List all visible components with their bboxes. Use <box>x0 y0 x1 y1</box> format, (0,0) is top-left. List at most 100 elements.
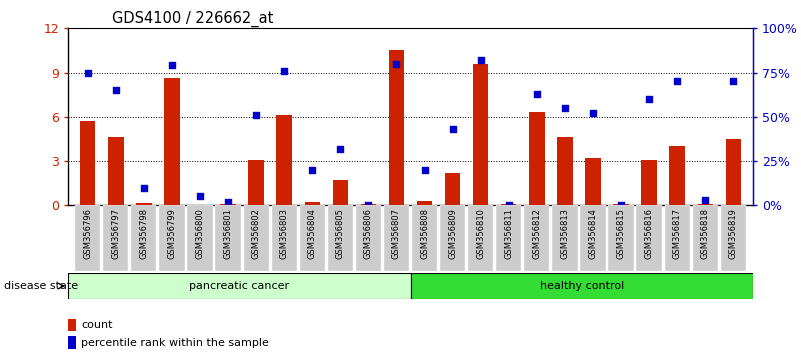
Bar <box>670 146 685 205</box>
Point <box>222 199 235 205</box>
Point <box>670 79 683 84</box>
Bar <box>68 319 76 331</box>
Text: GSM356818: GSM356818 <box>701 208 710 259</box>
Bar <box>220 204 235 205</box>
Point <box>614 202 627 208</box>
Point <box>418 167 431 173</box>
Text: healthy control: healthy control <box>540 281 624 291</box>
FancyBboxPatch shape <box>215 205 241 271</box>
Point <box>166 63 179 68</box>
Bar <box>164 79 179 205</box>
Point <box>110 87 123 93</box>
Text: percentile rank within the sample: percentile rank within the sample <box>81 338 269 348</box>
Text: pancreatic cancer: pancreatic cancer <box>189 281 289 291</box>
Text: count: count <box>81 320 112 330</box>
FancyBboxPatch shape <box>440 205 465 271</box>
Text: GSM356797: GSM356797 <box>111 208 120 259</box>
Text: GSM356814: GSM356814 <box>589 208 598 259</box>
Bar <box>68 336 76 349</box>
Text: GSM356804: GSM356804 <box>308 208 316 259</box>
FancyBboxPatch shape <box>272 205 297 271</box>
Point <box>194 194 207 199</box>
FancyBboxPatch shape <box>468 205 493 271</box>
Point <box>334 146 347 152</box>
Bar <box>360 204 376 205</box>
Text: GSM356810: GSM356810 <box>476 208 485 259</box>
FancyBboxPatch shape <box>412 205 437 271</box>
Bar <box>136 203 151 205</box>
Bar <box>726 139 741 205</box>
Point <box>362 202 375 208</box>
Bar <box>614 204 629 205</box>
Text: GSM356815: GSM356815 <box>617 208 626 259</box>
Bar <box>388 51 405 205</box>
Point <box>586 110 599 116</box>
Text: GSM356802: GSM356802 <box>252 208 260 259</box>
Bar <box>473 64 489 205</box>
FancyBboxPatch shape <box>609 205 634 271</box>
FancyBboxPatch shape <box>665 205 690 271</box>
Text: GSM356807: GSM356807 <box>392 208 401 259</box>
Point <box>278 68 291 74</box>
Text: disease state: disease state <box>4 281 78 291</box>
Point <box>727 79 739 84</box>
Point <box>250 112 263 118</box>
Point <box>306 167 319 173</box>
FancyBboxPatch shape <box>410 273 753 299</box>
Point <box>474 57 487 63</box>
Point <box>530 91 543 97</box>
FancyBboxPatch shape <box>524 205 549 271</box>
Point <box>502 202 515 208</box>
Text: GSM356799: GSM356799 <box>167 208 176 259</box>
Text: GSM356806: GSM356806 <box>364 208 373 259</box>
FancyBboxPatch shape <box>244 205 269 271</box>
Bar <box>529 113 545 205</box>
Point <box>446 126 459 132</box>
FancyBboxPatch shape <box>552 205 578 271</box>
Bar <box>417 201 433 205</box>
Bar <box>698 204 713 205</box>
Text: GSM356805: GSM356805 <box>336 208 345 259</box>
Text: GSM356811: GSM356811 <box>505 208 513 259</box>
Text: GSM356796: GSM356796 <box>83 208 92 259</box>
FancyBboxPatch shape <box>131 205 156 271</box>
Text: GSM356816: GSM356816 <box>645 208 654 259</box>
FancyBboxPatch shape <box>187 205 212 271</box>
FancyBboxPatch shape <box>103 205 128 271</box>
Bar <box>501 204 517 205</box>
Text: GSM356817: GSM356817 <box>673 208 682 259</box>
Text: GDS4100 / 226662_at: GDS4100 / 226662_at <box>112 11 273 27</box>
Point <box>698 197 711 203</box>
Text: GSM356812: GSM356812 <box>533 208 541 259</box>
FancyBboxPatch shape <box>300 205 325 271</box>
Text: GSM356798: GSM356798 <box>139 208 148 259</box>
FancyBboxPatch shape <box>68 273 410 299</box>
FancyBboxPatch shape <box>159 205 184 271</box>
Bar <box>586 158 601 205</box>
Bar <box>642 160 657 205</box>
Bar <box>80 121 95 205</box>
Bar <box>304 202 320 205</box>
Point <box>558 105 571 111</box>
Text: GSM356819: GSM356819 <box>729 208 738 259</box>
FancyBboxPatch shape <box>496 205 521 271</box>
FancyBboxPatch shape <box>693 205 718 271</box>
FancyBboxPatch shape <box>580 205 606 271</box>
FancyBboxPatch shape <box>637 205 662 271</box>
FancyBboxPatch shape <box>384 205 409 271</box>
Text: GSM356813: GSM356813 <box>561 208 570 259</box>
Text: GSM356808: GSM356808 <box>420 208 429 259</box>
FancyBboxPatch shape <box>328 205 353 271</box>
Bar <box>248 160 264 205</box>
Bar <box>557 137 573 205</box>
Bar <box>332 180 348 205</box>
Bar <box>108 137 123 205</box>
Text: GSM356809: GSM356809 <box>448 208 457 259</box>
FancyBboxPatch shape <box>721 205 746 271</box>
Text: GSM356800: GSM356800 <box>195 208 204 259</box>
Bar <box>445 173 461 205</box>
Text: GSM356801: GSM356801 <box>223 208 232 259</box>
Point <box>642 96 655 102</box>
Point <box>138 185 151 190</box>
FancyBboxPatch shape <box>356 205 381 271</box>
